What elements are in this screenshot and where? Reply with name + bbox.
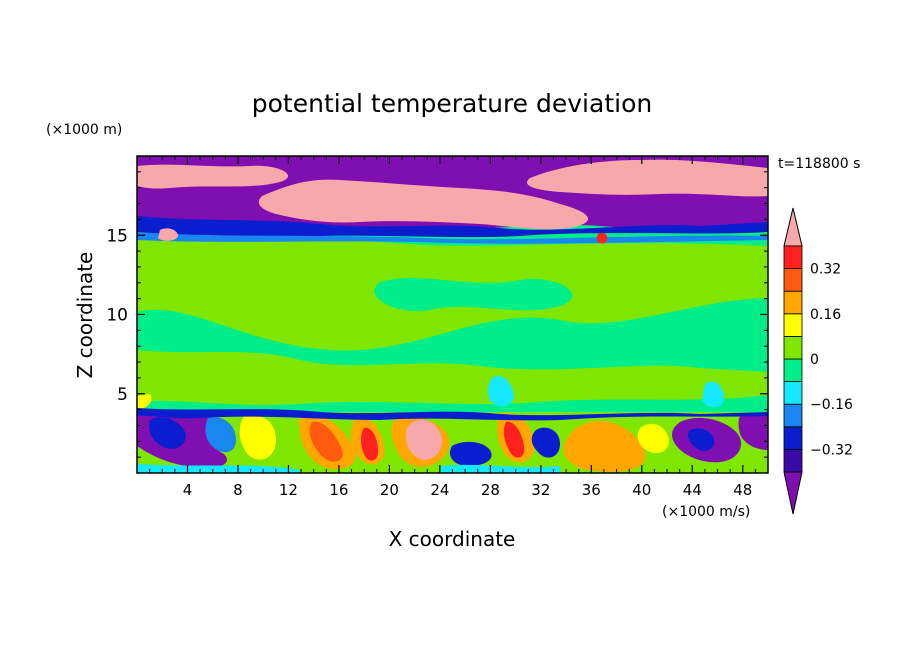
field-lower-transition	[137, 408, 768, 421]
colorbar-label: −0.16	[810, 397, 853, 413]
x-axis: 4 8 12 16 20 24 28 32 36 40 44 48	[149, 156, 756, 499]
field-lower-purple-far-right	[738, 414, 768, 450]
field-lower-positive-peak	[406, 419, 443, 460]
x-tick-label: 20	[380, 481, 399, 499]
colorbar-label: 0	[810, 352, 819, 368]
field-lower-blue-mid	[449, 441, 492, 466]
x-tick-label: 24	[430, 481, 449, 499]
field-mid-positive-lower	[137, 350, 768, 405]
y-axis-label: Z coordinate	[73, 252, 97, 379]
colorbar-label: −0.32	[810, 442, 853, 458]
colorbar-segment	[783, 381, 803, 405]
field-mid-yellow-left	[137, 394, 152, 410]
x-tick-label: 16	[329, 481, 348, 499]
y-unit-label: (×1000 m)	[46, 122, 122, 138]
field-lower-blue-mid-2	[531, 427, 560, 458]
x-axis-label: X coordinate	[389, 527, 516, 551]
colorbar-segment	[783, 335, 803, 360]
field-lower-yellow-right	[637, 423, 669, 454]
x-tick-label: 40	[632, 481, 651, 499]
field-lower-cyan-bottom	[137, 464, 300, 473]
x-tick-label: 44	[683, 481, 702, 499]
colorbar-segment	[783, 403, 803, 428]
field-mid-cyan-2	[702, 381, 724, 408]
field-lower-red-3	[503, 421, 525, 458]
field-lower-blue-left	[148, 417, 186, 449]
colorbar-segment	[783, 448, 803, 473]
field-lower-cyan-bottom-2	[440, 464, 560, 473]
x-tick-label: 4	[183, 481, 193, 499]
x-tick-label: 36	[582, 481, 601, 499]
field-lower-cyan-left	[205, 417, 236, 453]
x-tick-label: 32	[531, 481, 550, 499]
colorbar-segment	[783, 358, 803, 383]
chart-title: potential temperature deviation	[252, 89, 652, 118]
colorbar: 0.32 0.16 0 −0.16 −0.32	[783, 207, 853, 515]
colorbar-extend-bottom	[783, 471, 803, 515]
colorbar-extend-top	[783, 207, 803, 247]
colorbar-label: 0.32	[810, 262, 841, 278]
x-tick-label: 48	[733, 481, 752, 499]
colorbar-segment	[783, 268, 803, 292]
field-mid-negative-patch	[374, 278, 573, 312]
time-label: t=118800 s	[778, 156, 860, 172]
field-upper-red-spot	[596, 232, 608, 244]
field-lower-orange-right	[563, 420, 646, 472]
field-upper-positive-small	[158, 228, 178, 241]
y-tick-label: 10	[106, 306, 128, 326]
field-upper-positive-right	[526, 159, 768, 197]
x-tick-label: 28	[481, 481, 500, 499]
x-tick-label: 12	[279, 481, 298, 499]
colorbar-segment	[783, 290, 803, 315]
colorbar-label: 0.16	[810, 307, 841, 323]
field-lower-yellow-1	[239, 415, 276, 460]
field-upper-cyan-edge	[137, 232, 768, 244]
field-lower-red-1	[309, 421, 343, 462]
colorbar-segment	[783, 313, 803, 337]
field-mid-cyan-1	[487, 376, 514, 407]
field-upper-positive-left	[137, 164, 289, 189]
colorbar-segment	[783, 245, 803, 270]
x-unit-label: (×1000 m/s)	[662, 504, 750, 520]
plot-area	[137, 156, 768, 473]
y-tick-label: 5	[117, 385, 128, 405]
field-lower-red-2	[361, 427, 378, 461]
field-upper-positive-center	[258, 179, 589, 230]
field-lower-blue-right	[688, 428, 715, 451]
x-tick-label: 8	[233, 481, 243, 499]
colorbar-segment	[783, 426, 803, 450]
y-axis: 5 10 15	[106, 171, 768, 458]
y-tick-label: 15	[106, 226, 128, 246]
field-upper-blue-edge	[137, 216, 768, 239]
